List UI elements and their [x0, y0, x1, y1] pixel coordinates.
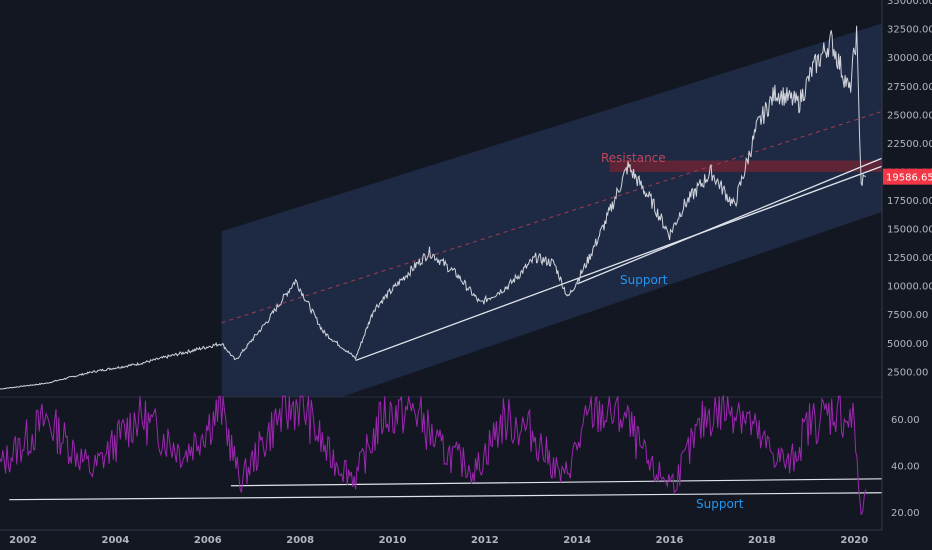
price-series-line — [0, 25, 867, 390]
x-tick-label: 2016 — [656, 535, 684, 546]
resistance-label: Resistance — [601, 151, 666, 165]
y-tick-label: 2500.00 — [887, 367, 928, 378]
x-tick-label: 2004 — [102, 535, 130, 546]
last-price-label: 19586.65 — [886, 173, 932, 184]
rsi-series-line — [0, 394, 867, 515]
y-tick-label: 12500.00 — [887, 253, 932, 264]
y-tick-label: 15000.00 — [887, 225, 932, 236]
y-tick-label: 27500.00 — [887, 82, 932, 93]
y-tick-label: 10000.00 — [887, 282, 932, 293]
rsi-support-label: Support — [696, 497, 744, 511]
rsi-y-tick-label: 20.00 — [891, 508, 920, 519]
y-tick-label: 30000.00 — [887, 53, 932, 64]
y-tick-label: 7500.00 — [887, 310, 928, 321]
y-tick-label: 35000.00 — [887, 0, 932, 7]
y-tick-label: 22500.00 — [887, 139, 932, 150]
channel-area — [221, 23, 883, 397]
support-label: Support — [620, 273, 668, 287]
y-tick-label: 32500.00 — [887, 25, 932, 36]
rsi-support-line-1 — [9, 492, 883, 501]
price-support-trendline-1 — [355, 165, 883, 362]
series-layer — [0, 25, 867, 515]
rsi-y-tick-label: 60.00 — [891, 415, 920, 426]
lines-layer — [0, 110, 883, 501]
channel-midline — [221, 110, 883, 324]
x-tick-label: 2006 — [194, 535, 222, 546]
x-tick-label: 2020 — [840, 535, 868, 546]
x-tick-label: 2010 — [379, 535, 407, 546]
last-price-badge — [883, 168, 932, 185]
price-support-trendline-2 — [576, 157, 883, 285]
y-tick-label: 25000.00 — [887, 110, 932, 121]
y-tick-label: 17500.00 — [887, 196, 932, 207]
rsi-y-tick-label: 40.00 — [891, 462, 920, 473]
rsi-support-line-2 — [230, 478, 883, 487]
labels-layer: Resistance Support Support — [601, 151, 744, 511]
x-tick-label: 2018 — [748, 535, 776, 546]
x-tick-label: 2014 — [563, 535, 591, 546]
x-tick-label: 2012 — [471, 535, 499, 546]
x-tick-label: 2008 — [286, 535, 314, 546]
x-tick-label: 2002 — [9, 535, 37, 546]
y-tick-label: 5000.00 — [887, 339, 928, 350]
